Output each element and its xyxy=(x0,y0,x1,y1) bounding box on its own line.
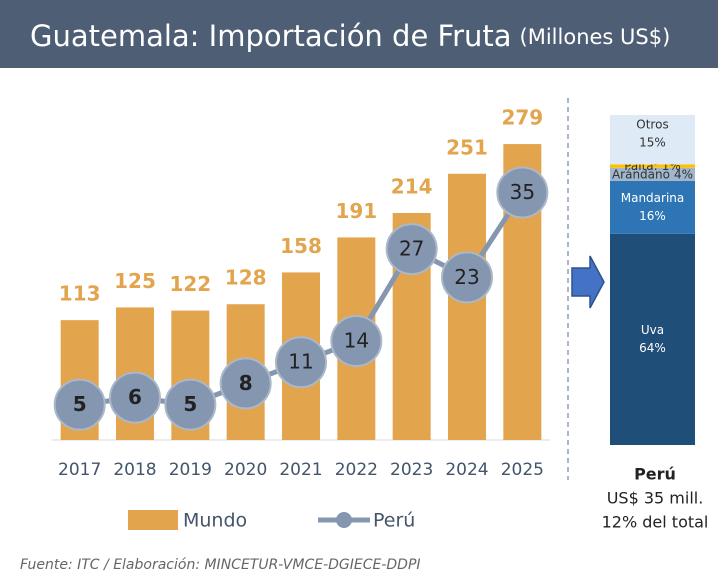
bar-value-label: 113 xyxy=(59,282,101,306)
segment-name: Arándano xyxy=(612,167,670,181)
x-tick-label: 2024 xyxy=(445,460,488,480)
point xyxy=(275,336,327,389)
point xyxy=(53,378,106,431)
point-label: 8 xyxy=(239,371,253,395)
x-tick-label: 2025 xyxy=(501,460,544,480)
legend-label: Mundo xyxy=(183,510,247,532)
segment xyxy=(610,167,695,181)
point-label: 6 xyxy=(128,385,142,409)
segment-label: Arándano 4% xyxy=(612,167,693,181)
point-label: 5 xyxy=(183,392,197,416)
segment-value: 64% xyxy=(639,341,666,355)
x-tick-label: 2022 xyxy=(335,460,378,480)
segment-name: Otros xyxy=(636,117,668,131)
point xyxy=(496,166,549,219)
caption: US$ 35 mill. xyxy=(607,489,704,508)
bar-value-label: 214 xyxy=(391,175,433,199)
segment-name: Mandarina xyxy=(621,191,685,205)
bar-value-label: 125 xyxy=(114,269,156,293)
bar-value-label: 191 xyxy=(335,199,377,223)
segment xyxy=(610,181,695,234)
x-tick-label: 2020 xyxy=(224,460,267,480)
x-tick-label: 2021 xyxy=(279,460,322,480)
segment-value: 4% xyxy=(674,167,693,181)
point-label: 27 xyxy=(399,237,424,261)
point-label: 11 xyxy=(288,350,313,374)
x-tick-label: 2019 xyxy=(169,460,212,480)
title-bar xyxy=(0,0,718,68)
segment xyxy=(610,115,695,165)
source: Fuente: ITC / Elaboración: MINCETUR-VMCE… xyxy=(20,557,421,573)
point xyxy=(109,371,161,424)
point-label: 23 xyxy=(454,265,479,289)
point-label: 14 xyxy=(344,329,369,353)
point xyxy=(330,315,383,367)
subtitle: (Millones US$) xyxy=(520,25,671,49)
bar xyxy=(448,173,486,440)
point xyxy=(441,251,493,304)
legend-swatch xyxy=(128,510,178,530)
point-label: 35 xyxy=(510,180,535,204)
bar-value-label: 251 xyxy=(446,135,488,159)
x-tick-label: 2017 xyxy=(58,460,101,480)
point xyxy=(219,357,272,410)
segment xyxy=(610,233,695,445)
caption: Perú xyxy=(634,465,676,484)
point-label: 5 xyxy=(73,392,87,416)
title: Guatemala: Importación de Fruta xyxy=(30,19,512,53)
point xyxy=(164,378,217,431)
segment-value: 16% xyxy=(639,209,666,223)
segment xyxy=(610,164,695,168)
caption: 12% del total xyxy=(602,513,709,532)
bar-value-label: 122 xyxy=(169,272,211,296)
point xyxy=(385,223,438,276)
chart-title: Guatemala: Importación de Fruta (Millones… xyxy=(30,19,670,53)
segment-name: Uva xyxy=(641,323,664,337)
legend-label: Perú xyxy=(373,510,415,532)
bar-value-label: 279 xyxy=(501,106,543,130)
legend-swatch xyxy=(336,512,352,528)
x-tick-label: 2018 xyxy=(113,460,156,480)
arrow xyxy=(571,255,605,309)
bar-value-label: 128 xyxy=(225,266,267,290)
segment-value: 15% xyxy=(639,135,666,149)
bar-value-label: 158 xyxy=(280,234,322,258)
x-tick-label: 2023 xyxy=(390,460,433,480)
